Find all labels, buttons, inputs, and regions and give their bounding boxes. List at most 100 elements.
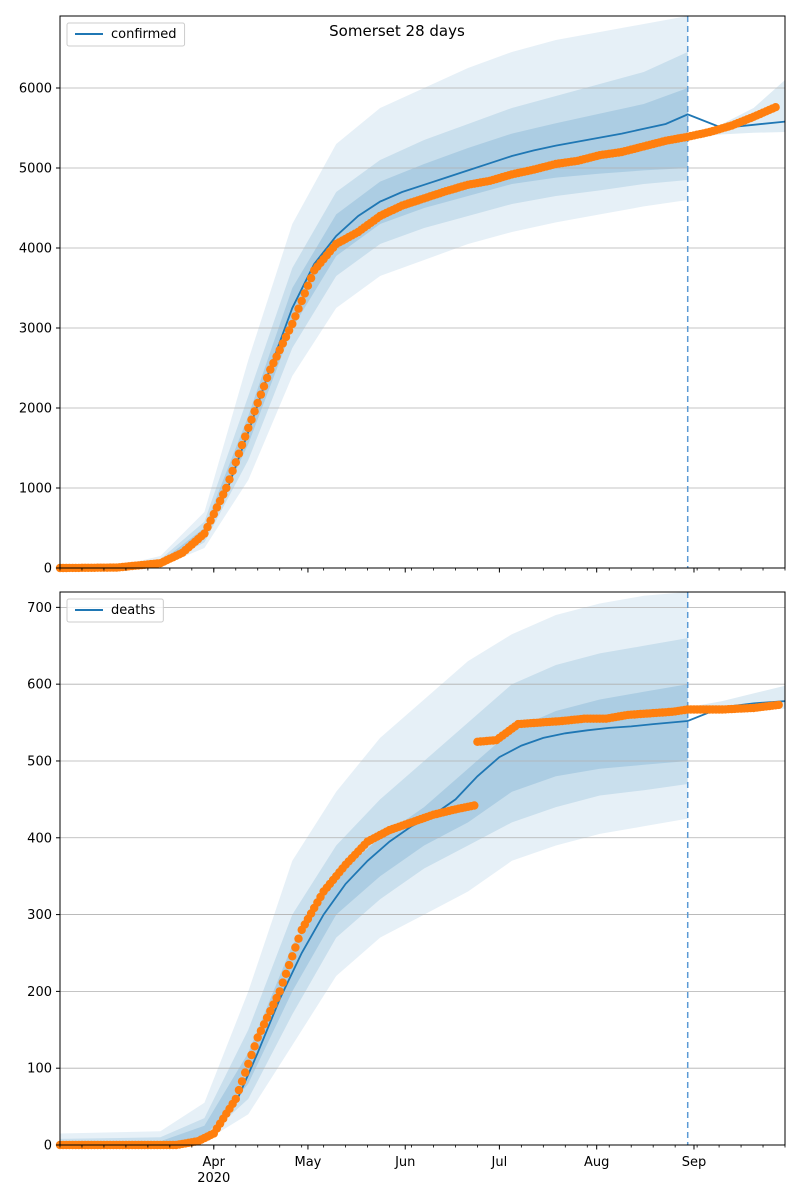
observed-point	[288, 319, 297, 329]
band-inner	[60, 684, 688, 1145]
confirmed-observed-points	[55, 103, 780, 573]
observed-point	[256, 390, 266, 399]
observed-point	[300, 289, 309, 298]
y-tick-label: 5000	[19, 162, 52, 177]
y-tick-label: 100	[27, 1062, 52, 1077]
chart-title: Somerset 28 days	[329, 22, 465, 40]
observed-point	[247, 415, 256, 424]
observed-point	[297, 296, 306, 306]
observed-point	[244, 423, 253, 433]
x-tick-label: May	[294, 1155, 321, 1170]
y-tick-label: 3000	[19, 322, 52, 337]
y-tick-label: 300	[27, 908, 52, 923]
deaths-legend: deaths	[66, 598, 164, 623]
observed-point	[275, 345, 284, 355]
deaths-axes-frame	[59, 591, 786, 1146]
deaths-model-line	[60, 700, 786, 1146]
x-tick-label: Aug	[584, 1155, 609, 1170]
observed-point	[231, 1094, 240, 1104]
y-tick-label: 1000	[19, 482, 52, 497]
observed-point	[215, 496, 225, 506]
legend-box	[66, 22, 186, 47]
observed-point	[303, 281, 313, 290]
observed-point	[256, 1026, 266, 1036]
observed-point	[266, 1006, 275, 1016]
y-tick-label: 700	[27, 601, 52, 616]
observed-point	[284, 326, 294, 335]
x-tick-sublabel: 2020	[197, 1171, 230, 1186]
confirmed-legend: confirmed	[66, 22, 186, 47]
model-line	[60, 700, 786, 1146]
axes-frame	[59, 591, 786, 1146]
observed-point	[269, 358, 278, 368]
x-tick-label: Jun	[394, 1155, 415, 1170]
observed-point	[234, 1085, 244, 1095]
observed-point	[259, 1020, 269, 1029]
observed-point	[219, 490, 228, 499]
y-tick-label: 4000	[19, 242, 52, 257]
legend-label: confirmed	[111, 27, 177, 42]
observed-point	[241, 432, 250, 441]
deaths-y-ticks: 0 100 200 300 400 500 600 700	[27, 601, 60, 1154]
observed-point	[244, 1059, 253, 1069]
band-inner	[116, 88, 688, 568]
observed-point	[291, 312, 300, 321]
confirmed-x-ticks	[59, 568, 786, 573]
band-middle	[60, 638, 688, 1145]
y-tick-label: 400	[27, 831, 52, 846]
observed-point	[288, 952, 297, 961]
confirmed-y-ticks: 0 1000 2000 3000 4000 5000 6000	[19, 82, 60, 577]
observed-point	[225, 475, 234, 484]
observed-point	[247, 1050, 256, 1060]
y-tick-label: 0	[44, 1139, 52, 1154]
observed-point	[250, 1042, 259, 1051]
observed-point	[275, 987, 284, 996]
observed-point	[266, 365, 275, 374]
band-outer	[60, 592, 688, 1145]
observed-point	[262, 1013, 272, 1022]
observed-point	[278, 339, 287, 348]
observed-point	[269, 1000, 278, 1009]
observed-point	[259, 382, 269, 391]
observed-point	[291, 943, 300, 952]
observed-point	[250, 407, 259, 416]
observed-point	[253, 398, 262, 408]
observed-point	[253, 1033, 262, 1042]
x-tick-label: Jul	[491, 1155, 508, 1170]
observed-point	[278, 978, 287, 987]
observed-point	[212, 503, 222, 512]
observed-point	[241, 1068, 250, 1077]
observed-point	[262, 373, 272, 383]
observed-point	[281, 332, 291, 342]
observed-point	[206, 516, 215, 525]
legend-box	[66, 598, 164, 623]
observed-point	[228, 466, 237, 476]
observed-point	[237, 440, 247, 450]
observed-point	[234, 449, 244, 458]
observed-point	[231, 458, 240, 467]
y-tick-label: 2000	[19, 402, 52, 417]
observed-point	[272, 993, 281, 1003]
legend-label: deaths	[111, 603, 156, 618]
observed-point	[306, 273, 316, 283]
observed-point	[203, 522, 212, 532]
y-tick-label: 600	[27, 678, 52, 693]
observed-point	[272, 352, 281, 361]
y-tick-label: 200	[27, 985, 52, 1000]
observed-point	[294, 934, 303, 943]
x-tick-label: Apr	[203, 1155, 226, 1170]
band-middle	[116, 52, 688, 568]
observed-point	[222, 483, 231, 493]
y-tick-label: 500	[27, 754, 52, 769]
observed-point	[470, 801, 479, 810]
observed-point	[281, 969, 291, 978]
band-outer	[116, 16, 688, 568]
observed-point	[771, 103, 780, 112]
y-tick-label: 0	[44, 562, 52, 577]
observed-point	[200, 529, 209, 538]
confirmed-axes-frame	[59, 15, 786, 569]
confirmed-panel: 0 1000 2000 3000 4000 5000 6000 confirmed Some…	[19, 15, 786, 577]
